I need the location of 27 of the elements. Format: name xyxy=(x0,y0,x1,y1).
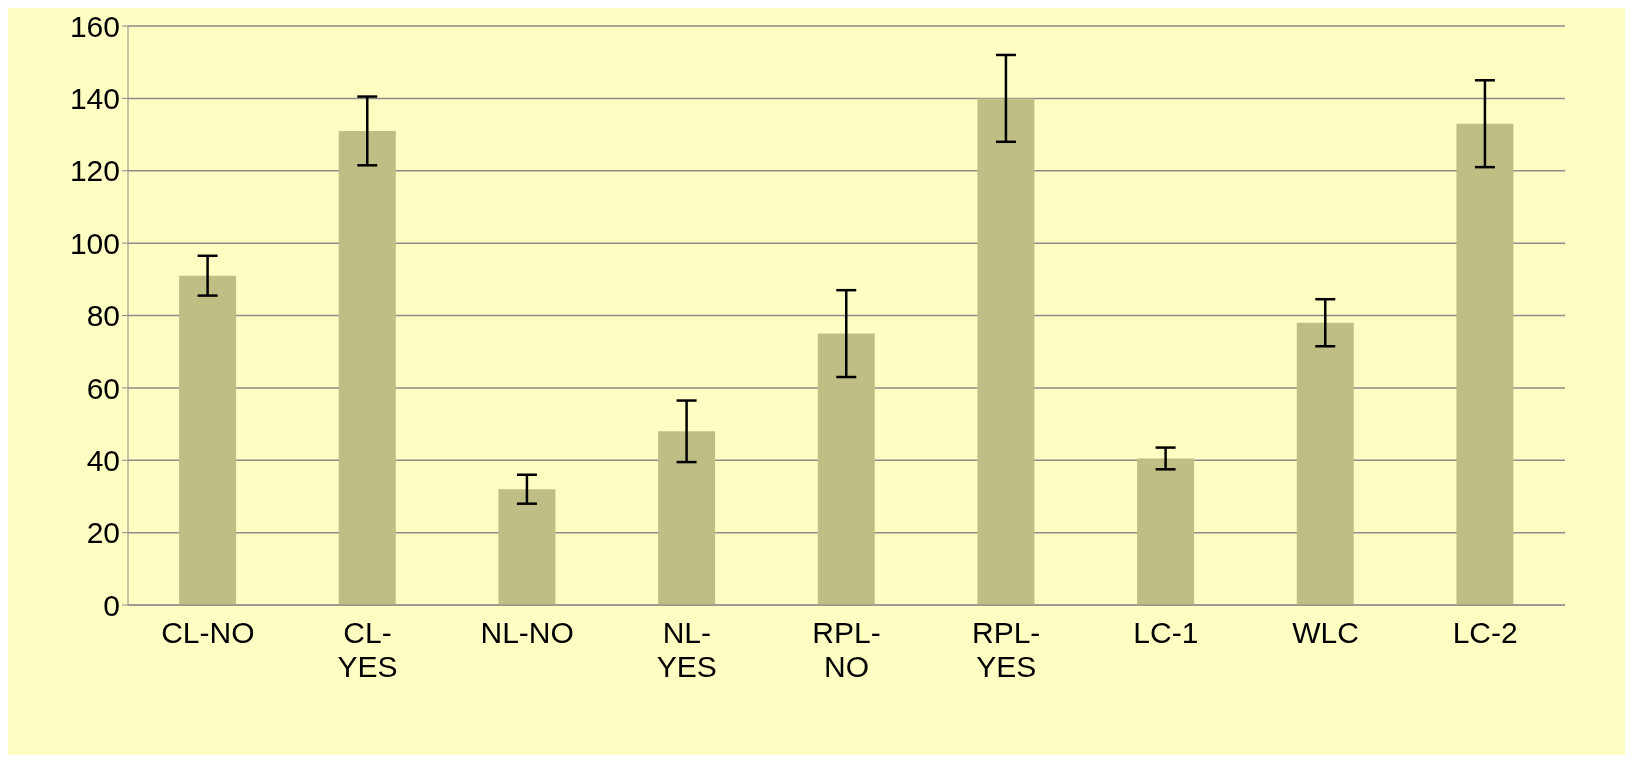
y-tick-label: 0 xyxy=(103,588,120,622)
y-tick-label: 40 xyxy=(86,443,120,477)
bar xyxy=(179,275,237,605)
y-tick-label: 100 xyxy=(69,226,120,260)
x-tick-label: NL-NO xyxy=(480,616,574,649)
x-tick-label: NL-YES xyxy=(656,616,717,683)
y-tick-label: 160 xyxy=(69,9,120,43)
x-tick-label: CL-YES xyxy=(337,616,398,683)
x-tick-label: CL-NO xyxy=(161,616,255,649)
bar xyxy=(338,130,396,605)
y-tick-label: 140 xyxy=(69,82,120,116)
bar xyxy=(817,333,875,605)
y-tick-label: 20 xyxy=(86,516,120,550)
x-tick-label: RPL-NO xyxy=(812,616,881,683)
bar xyxy=(977,98,1035,605)
bar xyxy=(1137,458,1195,605)
y-tick-label: 80 xyxy=(86,299,120,333)
x-tick-label: LC-1 xyxy=(1133,616,1199,649)
y-tick-label: 120 xyxy=(69,154,120,188)
bar xyxy=(498,489,556,605)
x-tick-label: WLC xyxy=(1292,616,1359,649)
x-tick-label: LC-2 xyxy=(1452,616,1518,649)
bar xyxy=(1296,322,1354,605)
x-tick-label: RPL-YES xyxy=(971,616,1041,683)
y-tick-label: 60 xyxy=(86,371,120,405)
bar xyxy=(658,431,716,605)
bar xyxy=(1456,123,1514,605)
